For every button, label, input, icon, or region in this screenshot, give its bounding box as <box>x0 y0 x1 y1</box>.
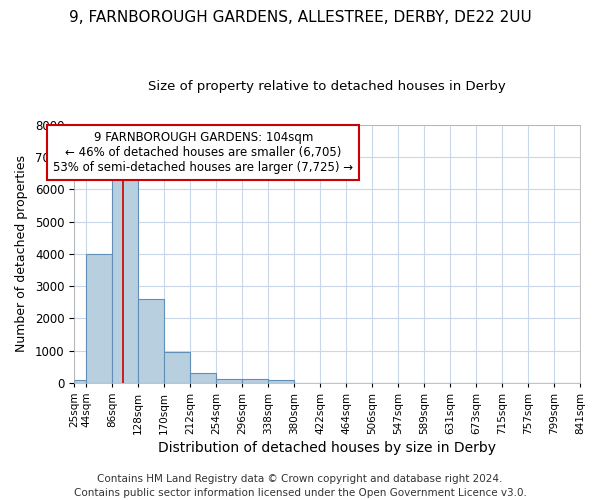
X-axis label: Distribution of detached houses by size in Derby: Distribution of detached houses by size … <box>158 441 496 455</box>
Text: 9 FARNBOROUGH GARDENS: 104sqm
← 46% of detached houses are smaller (6,705)
53% o: 9 FARNBOROUGH GARDENS: 104sqm ← 46% of d… <box>53 131 353 174</box>
Bar <box>164 352 190 383</box>
Bar <box>268 380 294 383</box>
Title: Size of property relative to detached houses in Derby: Size of property relative to detached ho… <box>148 80 506 93</box>
Y-axis label: Number of detached properties: Number of detached properties <box>15 156 28 352</box>
Bar <box>112 170 138 383</box>
Text: 9, FARNBOROUGH GARDENS, ALLESTREE, DERBY, DE22 2UU: 9, FARNBOROUGH GARDENS, ALLESTREE, DERBY… <box>68 10 532 25</box>
Bar <box>216 379 242 383</box>
Text: Contains HM Land Registry data © Crown copyright and database right 2024.
Contai: Contains HM Land Registry data © Crown c… <box>74 474 526 498</box>
Bar <box>86 254 112 383</box>
Bar <box>74 380 86 383</box>
Bar <box>190 372 216 383</box>
Bar <box>242 379 268 383</box>
Bar <box>138 299 164 383</box>
